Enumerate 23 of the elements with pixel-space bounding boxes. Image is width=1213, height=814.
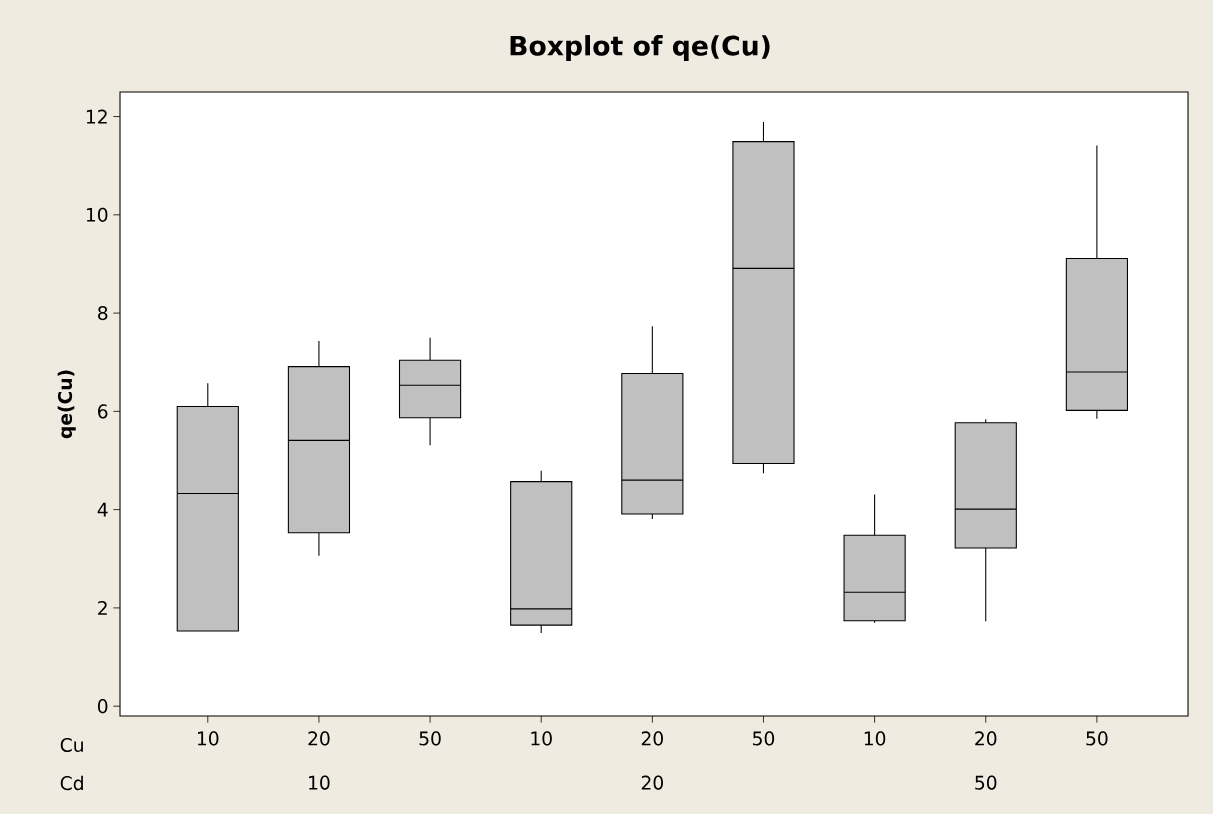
- x-tick-label: 50: [1086, 731, 1108, 746]
- text: 50: [975, 775, 997, 790]
- y-tick-label: 4: [97, 502, 108, 517]
- x-tick-label: 50: [753, 731, 775, 746]
- y-tick-label: 2: [98, 600, 107, 615]
- x-tick-label: 10: [531, 731, 552, 746]
- y-tick-label: 8: [98, 306, 108, 321]
- y-tick-label: 6: [98, 404, 108, 419]
- y-tick-label: 0: [97, 699, 108, 714]
- text: Cd: [60, 775, 83, 791]
- x-tick-label: 20: [641, 731, 663, 746]
- x-tick-label: 20: [308, 731, 330, 746]
- x-tick-label: 10: [864, 731, 886, 746]
- text: Cu: [60, 737, 83, 753]
- chart-title: Boxplot of qe(Cu): [510, 35, 770, 61]
- y-tick-label: 12: [86, 109, 107, 124]
- x-tick-label: 50: [419, 731, 441, 746]
- x-tick-label: 20: [975, 731, 997, 746]
- y-axis-title: qe(Cu): [57, 370, 76, 439]
- text: 10: [309, 775, 330, 790]
- y-tick-label: 10: [86, 207, 108, 222]
- text: 20: [641, 775, 663, 790]
- x-tick-label: 10: [197, 731, 219, 746]
